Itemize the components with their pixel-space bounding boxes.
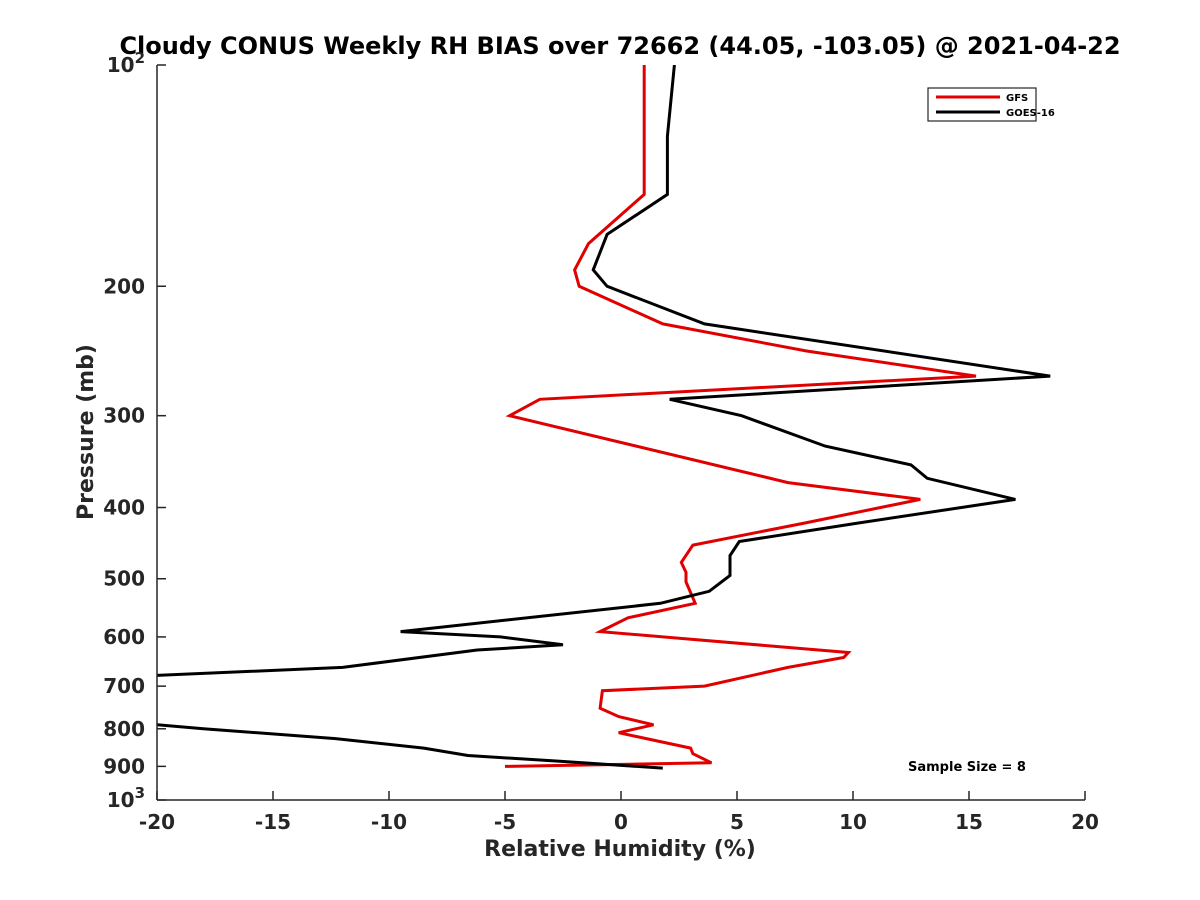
plot-lines — [157, 65, 1051, 770]
x-axis-label: Relative Humidity (%) — [484, 837, 756, 862]
x-tick-label: -15 — [255, 810, 291, 834]
y-tick-label: 900 — [103, 754, 145, 778]
x-tick-label: 20 — [1071, 810, 1099, 834]
x-tick-label: -10 — [371, 810, 407, 834]
y-tick-label: 600 — [103, 625, 145, 649]
legend-box — [927, 87, 1037, 122]
x-tick-label: -20 — [139, 810, 175, 834]
y-tick-label: 400 — [103, 496, 145, 520]
x-tick-label: -5 — [494, 810, 516, 834]
y-tick-label: 500 — [103, 567, 145, 591]
y-tick-label: 300 — [103, 404, 145, 428]
legend-label-gfs: GFS — [1006, 93, 1028, 104]
y-tick-label: 700 — [103, 674, 145, 698]
y-tick-label: 103 — [107, 784, 145, 812]
y-tick-label: 800 — [103, 717, 145, 741]
y-tick-label: 102 — [107, 49, 145, 77]
y-tick-label: 200 — [103, 274, 145, 298]
x-tick-label: 0 — [614, 810, 628, 834]
legend-label-goes-16: GOES-16 — [1006, 108, 1055, 119]
legend: GFS GOES-16 — [927, 87, 1055, 122]
x-axis: -20 -15 -10 -5 0 5 10 15 20 — [139, 791, 1099, 834]
series-line-gfs — [504, 65, 977, 768]
sample-size-annotation: Sample Size = 8 — [908, 760, 1026, 775]
x-tick-label: 15 — [955, 810, 983, 834]
chart-title: Cloudy CONUS Weekly RH BIAS over 72662 (… — [119, 32, 1120, 60]
x-tick-label: 5 — [730, 810, 744, 834]
y-axis: 102 200 300 400 500 600 700 800 900 103 — [103, 49, 166, 812]
x-tick-label: 10 — [839, 810, 867, 834]
series-line-goes-16 — [157, 65, 1051, 770]
y-axis-label: Pressure (mb) — [74, 344, 99, 520]
